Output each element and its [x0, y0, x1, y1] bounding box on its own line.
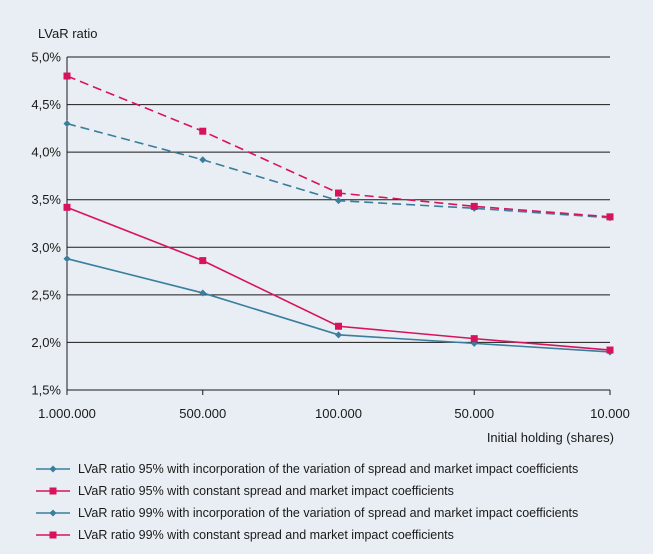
y-tick-label: 3,0%	[31, 240, 61, 255]
data-point	[199, 127, 207, 135]
legend: LVaR ratio 95% with incorporation of the…	[30, 458, 650, 546]
legend-item: LVaR ratio 99% with constant spread and …	[30, 524, 650, 546]
series-1	[63, 255, 614, 356]
legend-label: LVaR ratio 95% with incorporation of the…	[78, 462, 579, 476]
legend-swatch	[36, 465, 70, 473]
legend-marker	[49, 509, 57, 517]
data-point	[335, 322, 342, 330]
series-4	[63, 72, 614, 221]
legend-marker	[49, 531, 57, 539]
line-chart: 1,5% 2,0% 2,5% 3,0% 3,5% 4,0% 4,5% 5,0% 1.000.00…	[31, 26, 630, 445]
data-point	[470, 202, 478, 210]
legend-label: LVaR ratio 95% with constant spread and …	[78, 484, 454, 498]
x-tick-label: 100.000	[315, 406, 362, 421]
legend-marker	[49, 487, 57, 495]
y-tick-label: 2,0%	[31, 335, 61, 350]
x-tick-label: 50.000	[454, 406, 494, 421]
data-point	[335, 331, 342, 339]
y-tick-label: 1,5%	[31, 383, 61, 398]
legend-item: LVaR ratio 95% with incorporation of the…	[30, 458, 650, 480]
y-tick-label: 3,5%	[31, 192, 61, 207]
y-tick-label: 4,0%	[31, 145, 61, 160]
y-tick-label: 4,5%	[31, 97, 61, 112]
legend-swatch	[36, 487, 70, 495]
data-point	[470, 335, 478, 343]
legend-item: LVaR ratio 99% with incorporation of the…	[30, 502, 650, 524]
data-point	[199, 156, 207, 164]
series-3	[63, 120, 614, 222]
data-point	[63, 120, 71, 128]
gridlines	[67, 56, 610, 391]
y-tick-label: 2,5%	[31, 287, 61, 302]
data-point	[199, 257, 207, 265]
data-point	[63, 203, 71, 211]
data-point	[335, 189, 342, 197]
legend-item: LVaR ratio 95% with constant spread and …	[30, 480, 650, 502]
x-tick-label: 500.000	[179, 406, 226, 421]
legend-swatch	[36, 509, 70, 517]
x-tick-label: 10.000	[590, 406, 630, 421]
data-point	[199, 289, 207, 297]
data-point	[606, 213, 614, 221]
axes: 1,5% 2,0% 2,5% 3,0% 3,5% 4,0% 4,5% 5,0% 1.000.00…	[31, 50, 630, 422]
legend-swatch	[36, 531, 70, 539]
y-axis-label: LVaR ratio	[38, 26, 98, 41]
series-2	[63, 203, 614, 354]
y-tick-label: 5,0%	[31, 50, 61, 65]
x-axis-label: Initial holding (shares)	[487, 430, 614, 445]
data-point	[63, 255, 71, 263]
legend-marker	[49, 465, 57, 473]
x-tick-label: 1.000.000	[38, 406, 96, 421]
legend-label: LVaR ratio 99% with incorporation of the…	[78, 506, 579, 520]
series-lines	[63, 72, 614, 356]
legend-label: LVaR ratio 99% with constant spread and …	[78, 528, 454, 542]
data-point	[606, 346, 614, 354]
data-point	[63, 72, 71, 80]
data-point	[335, 197, 342, 205]
